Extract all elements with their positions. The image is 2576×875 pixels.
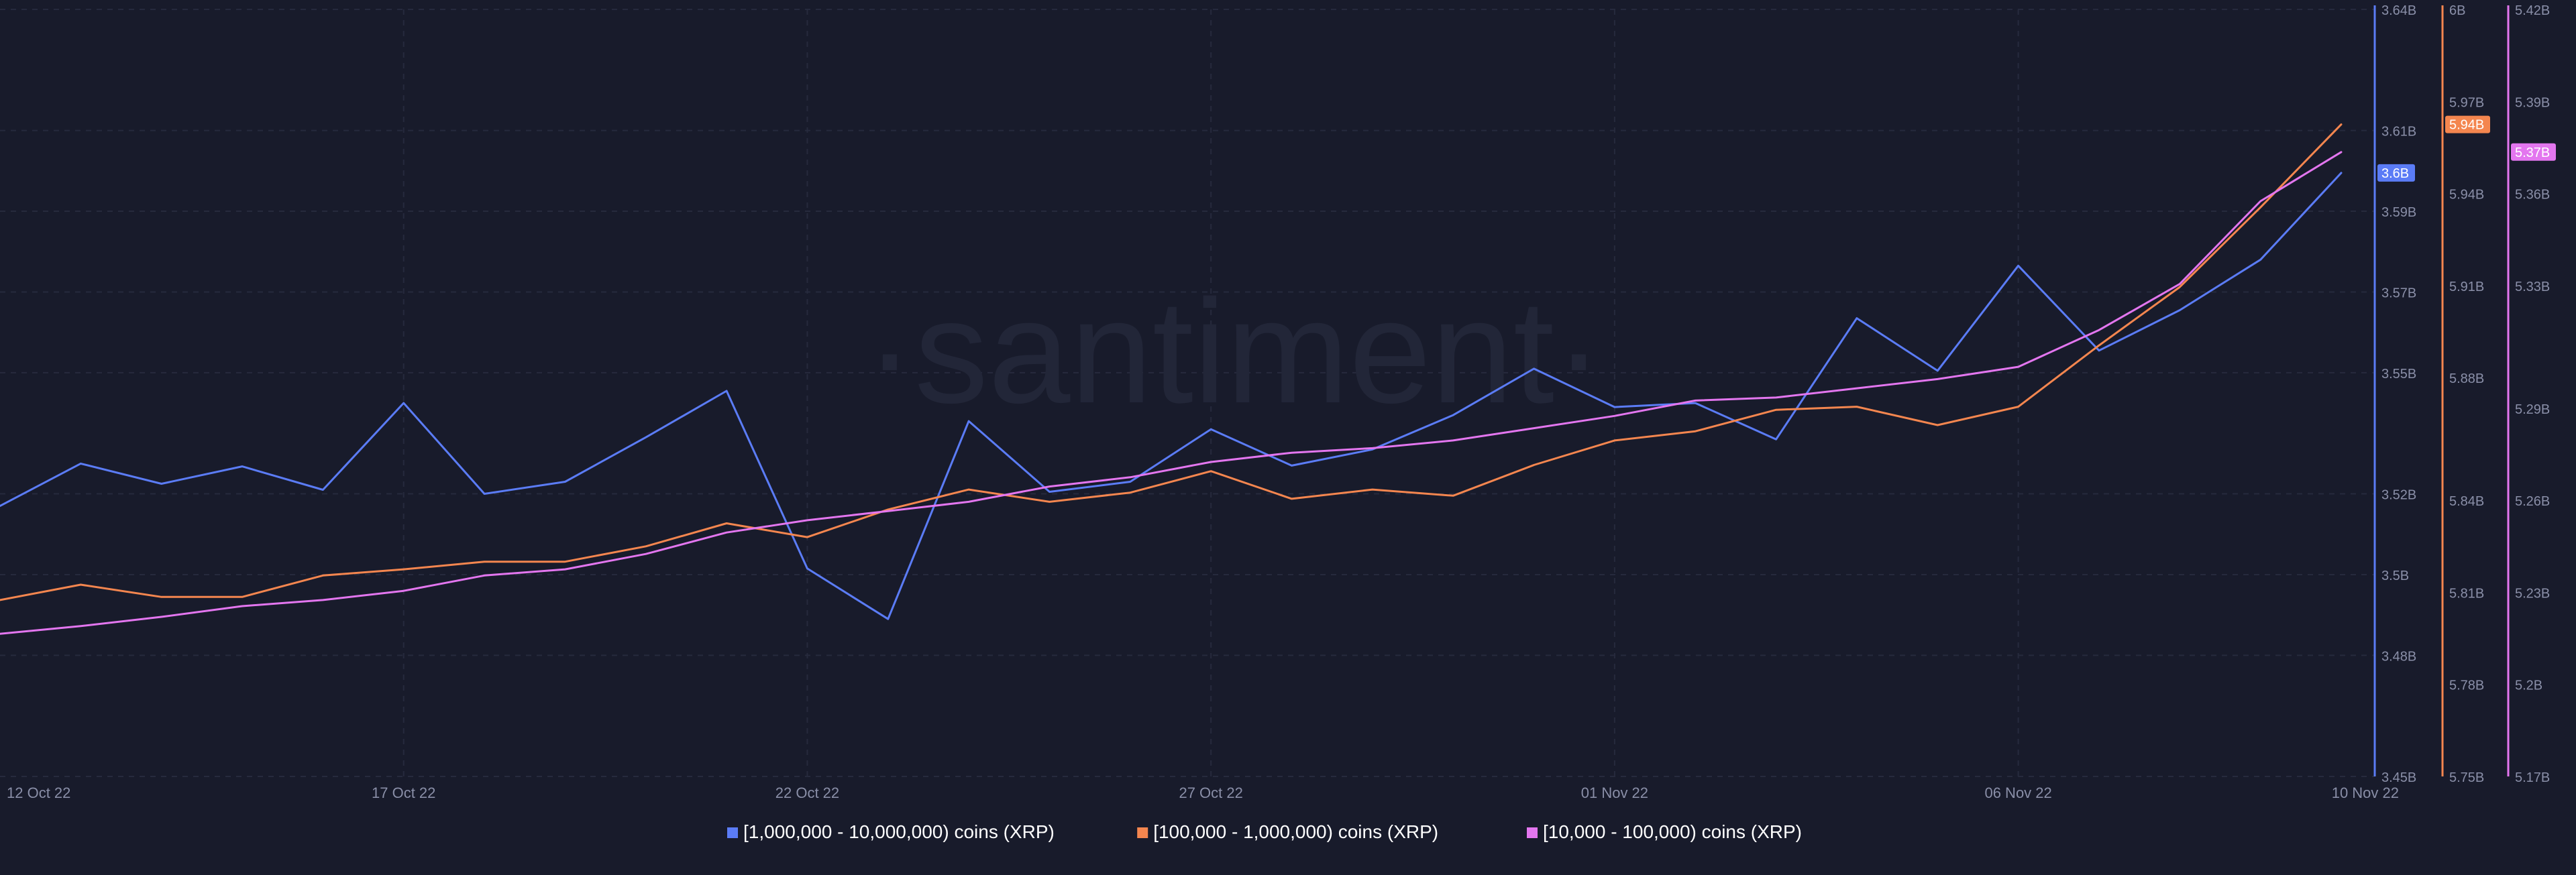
last-value-badge-bg: [2377, 164, 2415, 182]
y-tick-label-y2: 6B: [2449, 3, 2465, 18]
x-axis-labels: 12 Oct 22 17 Oct 22 22 Oct 22 27 Oct 22 01 N…: [7, 784, 2399, 801]
y-tick-label-y3: 5.26B: [2515, 494, 2550, 509]
x-tick-label: 22 Oct 22: [775, 784, 839, 801]
legend-item-0[interactable]: [1,000,000 - 10,000,000) coins (XRP): [727, 821, 1055, 842]
y-tick-label-y2: 5.91B: [2449, 280, 2484, 294]
y-tick-label-y1: 3.64B: [2381, 3, 2416, 18]
y-tick-label-y2: 5.97B: [2449, 95, 2484, 110]
y-axes: 3.45B 3.48B 3.5B 3.52B 3.55B 3.57B 3.59B 3.61B 3…: [2373, 3, 2550, 785]
y-tick-label-y1: 3.48B: [2381, 649, 2416, 664]
legend[interactable]: [1,000,000 - 10,000,000) coins (XRP) [100…: [727, 821, 1802, 842]
legend-swatch: [1137, 827, 1148, 838]
last-value-badge-bg: [2511, 143, 2556, 161]
y-tick-label-y2: 5.75B: [2449, 770, 2484, 785]
legend-label: [100,000 - 1,000,000) coins (XRP): [1153, 821, 1438, 842]
y-tick-label-y3: 5.17B: [2515, 770, 2550, 785]
y-tick-label-y3: 5.39B: [2515, 95, 2550, 110]
series-line-0: [0, 172, 2343, 620]
last-value-badge-bg: [2445, 115, 2490, 133]
y-tick-label-y1: 3.45B: [2381, 770, 2416, 785]
legend-label: [1,000,000 - 10,000,000) coins (XRP): [743, 821, 1055, 842]
santiment-watermark: ·santiment·: [865, 269, 1603, 434]
last-value-badge: 3.6B: [2381, 166, 2409, 181]
y-tick-label-y1: 3.55B: [2381, 367, 2416, 382]
x-tick-label: 12 Oct 22: [7, 784, 70, 801]
y-tick-label-y3: 5.23B: [2515, 586, 2550, 601]
y-tick-label-y1: 3.61B: [2381, 125, 2416, 139]
y-tick-label-y3: 5.36B: [2515, 188, 2550, 202]
legend-swatch: [727, 827, 738, 838]
last-value-badge: 5.37B: [2515, 145, 2550, 160]
x-tick-label: 01 Nov 22: [1581, 784, 1648, 801]
y-tick-label-y2: 5.78B: [2449, 679, 2484, 693]
legend-label: [10,000 - 100,000) coins (XRP): [1543, 821, 1802, 842]
y-tick-label-y3: 5.2B: [2515, 679, 2542, 693]
x-tick-label: 10 Nov 22: [2332, 784, 2399, 801]
y-tick-label-y2: 5.84B: [2449, 494, 2484, 509]
y-tick-label-y1: 3.5B: [2381, 569, 2409, 583]
y-tick-label-y3: 5.42B: [2515, 3, 2550, 18]
legend-item-1[interactable]: [100,000 - 1,000,000) coins (XRP): [1137, 821, 1438, 842]
last-value-badges: 3.6B 5.94B 5.37B: [2377, 115, 2556, 182]
y-tick-label-y3: 5.29B: [2515, 402, 2550, 417]
y-tick-label-y2: 5.81B: [2449, 586, 2484, 601]
y-tick-label-y1: 3.57B: [2381, 286, 2416, 300]
legend-swatch: [1527, 827, 1538, 838]
x-tick-label: 17 Oct 22: [372, 784, 435, 801]
last-value-badge: 5.94B: [2449, 118, 2484, 133]
series-line-1: [0, 123, 2343, 601]
x-tick-label: 27 Oct 22: [1179, 784, 1242, 801]
series-line-2: [0, 151, 2343, 635]
y-tick-label-y2: 5.88B: [2449, 371, 2484, 386]
y-tick-label-y1: 3.52B: [2381, 488, 2416, 503]
y-tick-label-y2: 5.94B: [2449, 188, 2484, 202]
series-layer: [0, 123, 2343, 635]
y-tick-label-y3: 5.33B: [2515, 280, 2550, 294]
legend-item-2[interactable]: [10,000 - 100,000) coins (XRP): [1527, 821, 1802, 842]
y-tick-label-y1: 3.59B: [2381, 205, 2416, 220]
x-tick-label: 06 Nov 22: [1984, 784, 2051, 801]
